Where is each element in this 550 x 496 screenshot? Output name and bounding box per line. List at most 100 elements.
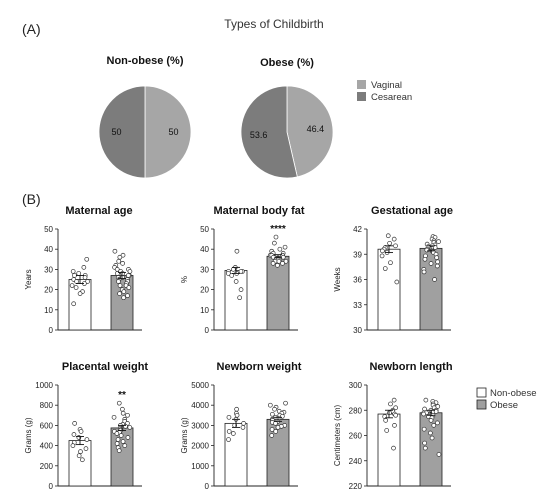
data-point — [117, 283, 123, 288]
y-axis-label: Weeks — [333, 267, 342, 291]
data-point — [422, 406, 427, 412]
bar-chart-1: Maternal age 0 10 20 30 40 50 Years — [24, 205, 142, 335]
data-point — [78, 429, 84, 434]
data-point — [273, 421, 278, 426]
data-point — [122, 443, 128, 448]
y-tick-label: 10 — [44, 306, 53, 315]
data-point — [238, 269, 244, 274]
y-axis-label: Centimeters (cm) — [333, 404, 342, 466]
data-point — [237, 295, 242, 301]
data-point — [277, 246, 283, 252]
data-point — [121, 289, 127, 294]
data-point — [267, 402, 273, 408]
y-tick-label: 10 — [200, 306, 209, 315]
pie-slice-vaginal — [286, 85, 334, 178]
data-point — [69, 283, 75, 288]
data-point — [384, 428, 390, 433]
data-point — [272, 240, 277, 246]
y-tick-label: 40 — [200, 245, 209, 254]
data-point — [434, 255, 440, 260]
data-point — [114, 441, 120, 446]
bar-chart-3: Gestational age 30 33 36 39 42 Weeks — [333, 205, 453, 335]
y-tick-label: 39 — [353, 250, 362, 259]
data-point — [424, 247, 430, 253]
data-point — [126, 273, 131, 278]
data-point — [433, 409, 439, 414]
data-point — [432, 277, 437, 282]
data-point — [127, 425, 133, 430]
data-point — [387, 240, 392, 246]
data-point — [229, 273, 235, 278]
data-point — [283, 400, 288, 406]
data-point — [388, 401, 393, 407]
data-point — [116, 279, 121, 284]
data-point — [114, 431, 120, 436]
data-point — [275, 425, 281, 430]
legend-swatch — [476, 387, 487, 398]
data-point — [393, 405, 399, 411]
significance-marker: ** — [118, 390, 126, 401]
data-point — [116, 258, 122, 264]
data-point — [76, 453, 82, 459]
data-point — [273, 234, 279, 240]
data-point — [120, 406, 125, 412]
pie-value-label: 50 — [111, 127, 121, 137]
data-point — [393, 243, 398, 249]
y-tick-label: 20 — [200, 286, 209, 295]
panel-a-title: Types of Childbirth — [224, 17, 323, 31]
data-point — [273, 429, 279, 434]
data-point — [382, 266, 388, 271]
data-point — [428, 430, 433, 436]
pie-slice-cesarean — [240, 85, 298, 179]
y-tick-label: 5000 — [191, 381, 209, 390]
data-point — [269, 433, 275, 438]
pie-value-label: 53.6 — [250, 130, 268, 140]
data-point — [391, 397, 397, 403]
legend-label: Cesarean — [371, 92, 412, 103]
data-point — [383, 418, 389, 423]
data-point — [115, 437, 121, 442]
data-point — [226, 271, 231, 276]
data-point — [117, 291, 122, 296]
data-point — [71, 432, 77, 437]
pie-slice-cesarean — [98, 85, 146, 179]
y-tick-label: 30 — [200, 265, 209, 274]
y-axis-label: Years — [24, 269, 33, 289]
data-point — [70, 269, 76, 274]
data-point — [379, 253, 385, 259]
data-point — [270, 411, 275, 417]
y-tick-label: 300 — [349, 381, 363, 390]
data-point — [125, 435, 131, 440]
data-point — [422, 256, 428, 262]
data-point — [77, 291, 83, 296]
y-tick-label: 2000 — [191, 442, 209, 451]
y-tick-label: 50 — [44, 225, 53, 234]
data-point — [391, 445, 396, 451]
data-point — [118, 433, 124, 438]
pie-chart-1: Non-obese (%) 50 50 — [98, 55, 192, 179]
y-axis-label: Grams (g) — [180, 417, 189, 453]
pie-title: Non-obese (%) — [107, 55, 184, 67]
data-point — [125, 412, 130, 418]
data-point — [269, 427, 275, 432]
y-tick-label: 42 — [353, 225, 362, 234]
data-point — [120, 410, 126, 416]
y-tick-label: 400 — [40, 442, 54, 451]
data-point — [126, 285, 132, 290]
y-axis-label: Grams (g) — [24, 417, 33, 453]
data-point — [436, 239, 441, 244]
chart-title: Gestational age — [371, 205, 453, 217]
legend-swatch — [357, 92, 366, 101]
data-point — [392, 423, 397, 428]
panel-a-label: (A) — [22, 21, 41, 37]
data-point — [116, 400, 122, 406]
data-point — [435, 420, 440, 426]
data-point — [280, 254, 286, 260]
legend-label: Non-obese — [490, 388, 536, 399]
data-point — [234, 412, 240, 418]
y-tick-label: 0 — [49, 482, 54, 491]
data-point — [111, 414, 117, 420]
y-tick-label: 200 — [40, 462, 54, 471]
